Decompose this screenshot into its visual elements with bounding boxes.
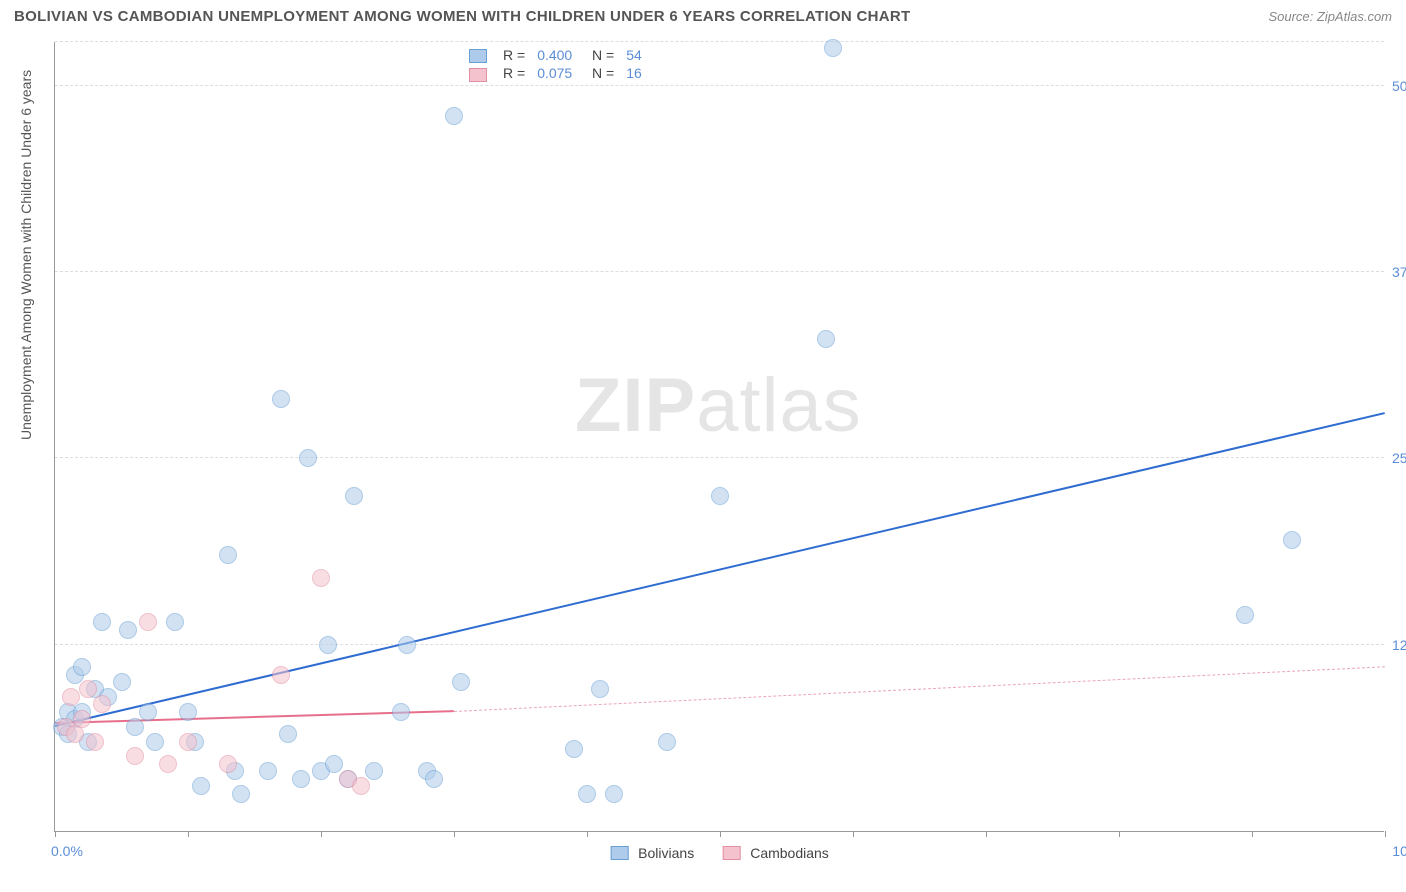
data-point [139, 703, 157, 721]
data-point [578, 785, 596, 803]
legend-label-bolivians: Bolivians [638, 845, 694, 861]
data-point [119, 621, 137, 639]
data-point [62, 688, 80, 706]
data-point [259, 762, 277, 780]
data-point [113, 673, 131, 691]
swatch-cambodians-icon [469, 68, 487, 82]
correlation-legend: R = 0.400 N = 54 R = 0.075 N = 16 [455, 42, 656, 87]
data-point [711, 487, 729, 505]
data-point [605, 785, 623, 803]
data-point [658, 733, 676, 751]
data-point [93, 613, 111, 631]
x-tick [720, 831, 721, 837]
plot-area: ZIPatlas R = 0.400 N = 54 R = 0.075 N = … [54, 42, 1384, 832]
swatch-cambodians-icon [722, 846, 740, 860]
y-tick-label: 50.0% [1392, 78, 1406, 94]
x-tick [1385, 831, 1386, 837]
n-value-cambodians: 16 [620, 64, 648, 82]
gridline [55, 644, 1384, 645]
y-tick-label: 25.0% [1392, 450, 1406, 466]
data-point [299, 449, 317, 467]
gridline [55, 271, 1384, 272]
x-tick [1252, 831, 1253, 837]
x-tick [1119, 831, 1120, 837]
r-value-cambodians: 0.075 [531, 64, 578, 82]
data-point [398, 636, 416, 654]
data-point [179, 733, 197, 751]
watermark-atlas: atlas [696, 363, 862, 448]
legend-row-cambodians: R = 0.075 N = 16 [463, 64, 648, 82]
data-point [352, 777, 370, 795]
n-label: N = [578, 64, 620, 82]
watermark-zip: ZIP [575, 363, 696, 448]
data-point [312, 569, 330, 587]
data-point [146, 733, 164, 751]
data-point [1236, 606, 1254, 624]
data-point [279, 725, 297, 743]
data-point [1283, 531, 1301, 549]
data-point [445, 107, 463, 125]
gridline [55, 85, 1384, 86]
data-point [272, 390, 290, 408]
data-point [345, 487, 363, 505]
trend-line [55, 412, 1385, 727]
data-point [93, 695, 111, 713]
legend-label-cambodians: Cambodians [750, 845, 829, 861]
data-point [79, 680, 97, 698]
y-tick-label: 12.5% [1392, 637, 1406, 653]
data-point [179, 703, 197, 721]
y-axis-label: Unemployment Among Women with Children U… [18, 70, 34, 440]
data-point [272, 666, 290, 684]
r-label: R = [497, 64, 531, 82]
data-point [292, 770, 310, 788]
data-point [73, 710, 91, 728]
data-point [319, 636, 337, 654]
data-point [86, 733, 104, 751]
x-tick [986, 831, 987, 837]
n-value-bolivians: 54 [620, 46, 648, 64]
data-point [139, 613, 157, 631]
r-value-bolivians: 0.400 [531, 46, 578, 64]
data-point [452, 673, 470, 691]
gridline [55, 41, 1384, 42]
data-point [425, 770, 443, 788]
series-legend: Bolivians Cambodians [610, 845, 829, 861]
x-tick [454, 831, 455, 837]
data-point [392, 703, 410, 721]
data-point [126, 718, 144, 736]
data-point [325, 755, 343, 773]
data-point [565, 740, 583, 758]
data-point [219, 546, 237, 564]
x-tick [853, 831, 854, 837]
data-point [166, 613, 184, 631]
data-point [824, 39, 842, 57]
n-label: N = [578, 46, 620, 64]
chart-title: BOLIVIAN VS CAMBODIAN UNEMPLOYMENT AMONG… [14, 8, 911, 25]
y-tick-label: 37.5% [1392, 264, 1406, 280]
data-point [232, 785, 250, 803]
data-point [219, 755, 237, 773]
source-label: Source: ZipAtlas.com [1268, 9, 1392, 24]
r-label: R = [497, 46, 531, 64]
swatch-bolivians-icon [469, 49, 487, 63]
x-tick [55, 831, 56, 837]
watermark: ZIPatlas [575, 362, 862, 449]
legend-item-bolivians: Bolivians [610, 845, 694, 861]
x-tick [188, 831, 189, 837]
data-point [817, 330, 835, 348]
data-point [365, 762, 383, 780]
data-point [159, 755, 177, 773]
data-point [192, 777, 210, 795]
legend-row-bolivians: R = 0.400 N = 54 [463, 46, 648, 64]
legend-item-cambodians: Cambodians [722, 845, 829, 861]
data-point [126, 747, 144, 765]
x-tick [321, 831, 322, 837]
data-point [73, 658, 91, 676]
x-tick-label: 0.0% [51, 843, 83, 859]
data-point [591, 680, 609, 698]
x-tick [587, 831, 588, 837]
swatch-bolivians-icon [610, 846, 628, 860]
x-tick-label: 10.0% [1392, 843, 1406, 859]
